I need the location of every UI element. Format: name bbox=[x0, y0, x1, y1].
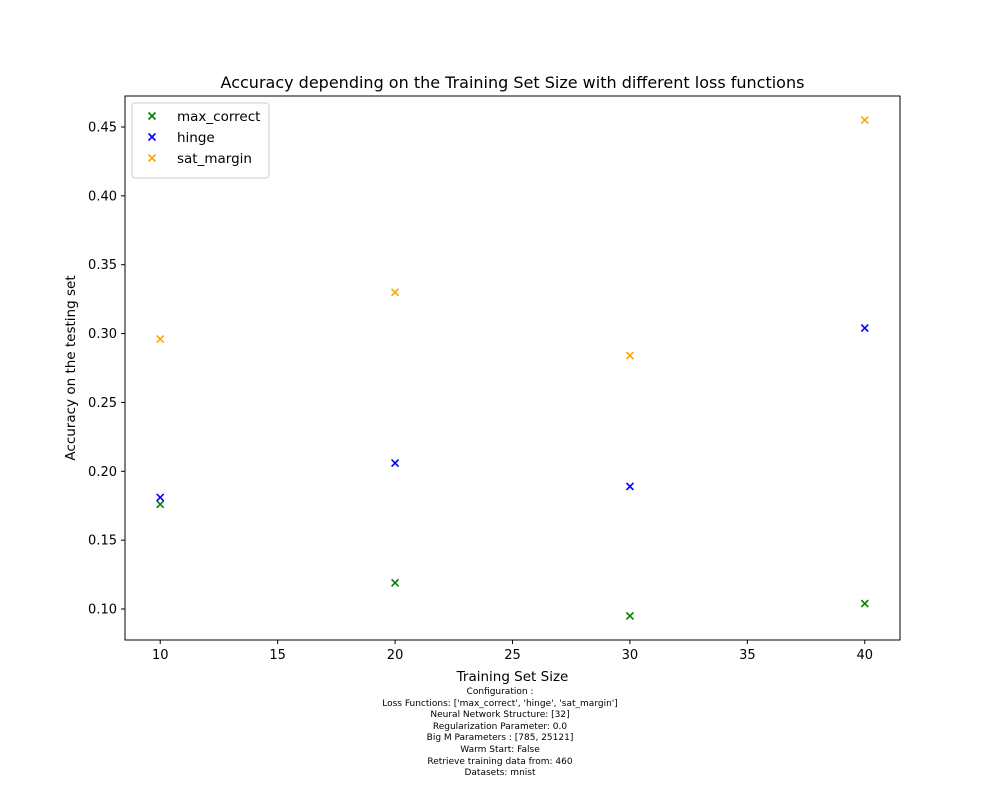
data-point-hinge bbox=[860, 323, 869, 333]
legend-label: sat_margin bbox=[177, 151, 252, 167]
x-tick-label: 10 bbox=[152, 648, 169, 663]
legend-box bbox=[131, 102, 270, 179]
x-tick-label: 30 bbox=[622, 648, 639, 663]
x-axis-label: Training Set Size bbox=[456, 669, 569, 685]
y-tick-label: 0.35 bbox=[88, 258, 117, 273]
y-tick-label: 0.30 bbox=[88, 327, 117, 342]
x-tick-label: 15 bbox=[269, 648, 286, 663]
data-point-max-correct bbox=[156, 500, 165, 509]
x-tick-label: 35 bbox=[739, 648, 756, 663]
data-point-sat-margin bbox=[156, 335, 165, 344]
data-point-hinge bbox=[156, 493, 165, 502]
y-tick-label: 0.15 bbox=[88, 534, 117, 549]
legend-label: max_correct bbox=[177, 109, 260, 125]
y-tick-label: 0.25 bbox=[88, 396, 117, 411]
legend-marker bbox=[147, 153, 157, 163]
data-point-hinge bbox=[391, 458, 400, 468]
caption-line: Loss Functions: ['max_correct', 'hinge',… bbox=[382, 698, 618, 709]
caption-line: Big M Parameters : [785, 25121] bbox=[426, 733, 574, 744]
caption-line: Warm Start: False bbox=[460, 744, 540, 755]
data-point-sat-margin bbox=[625, 351, 634, 360]
chart-title: Accuracy depending on the Training Set S… bbox=[221, 73, 805, 92]
data-point-max-correct bbox=[625, 611, 634, 620]
caption-line: Neural Network Structure: [32] bbox=[430, 710, 570, 721]
y-tick-label: 0.45 bbox=[88, 120, 117, 135]
data-point-sat-margin bbox=[391, 288, 400, 297]
y-tick-label: 0.20 bbox=[88, 465, 117, 480]
data-point-hinge bbox=[625, 482, 634, 491]
data-point-sat-margin bbox=[860, 116, 869, 125]
y-tick-label: 0.10 bbox=[88, 603, 117, 618]
caption-line: Datasets: mnist bbox=[464, 768, 536, 779]
x-tick-label: 25 bbox=[504, 648, 521, 663]
legend-marker bbox=[147, 111, 157, 121]
configuration-caption: Configuration : Loss Functions: ['max_co… bbox=[0, 687, 1000, 780]
data-point-max-correct bbox=[860, 599, 869, 608]
caption-line: Retrieve training data from: 460 bbox=[427, 756, 573, 767]
caption-line: Configuration : bbox=[466, 687, 534, 697]
caption-line: Regularization Parameter: 0.0 bbox=[432, 721, 568, 732]
x-tick-label: 40 bbox=[856, 648, 873, 663]
x-tick-label: 20 bbox=[387, 648, 404, 663]
legend-label: hinge bbox=[177, 130, 215, 146]
data-point-max-correct bbox=[391, 578, 400, 587]
legend-marker bbox=[147, 132, 157, 142]
y-tick-label: 0.40 bbox=[88, 189, 117, 204]
y-axis-label: Accuracy on the testing set bbox=[63, 275, 79, 460]
